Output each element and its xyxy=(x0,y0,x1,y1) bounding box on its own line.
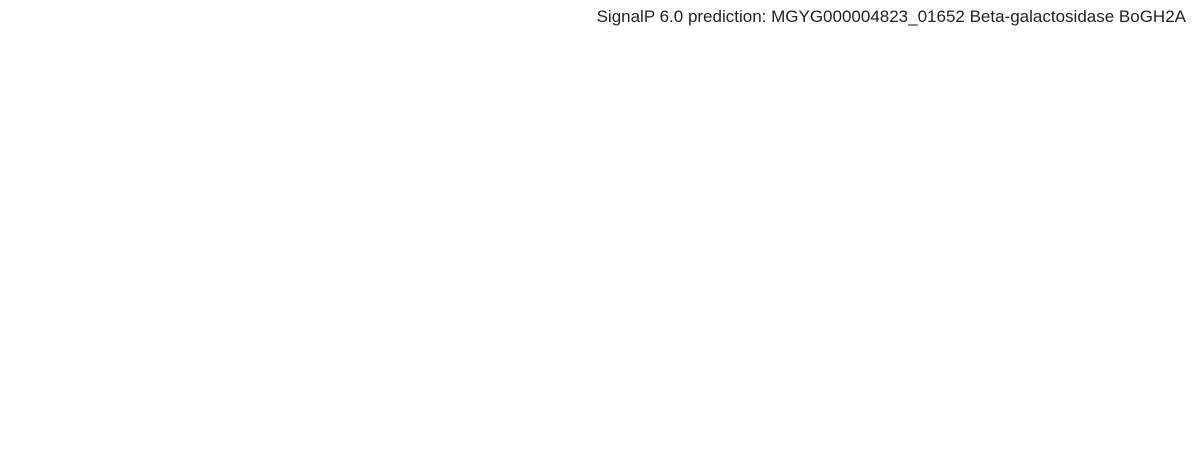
svg-text:SignalP 6.0 prediction: MGYG00: SignalP 6.0 prediction: MGYG000004823_01… xyxy=(597,7,1187,26)
